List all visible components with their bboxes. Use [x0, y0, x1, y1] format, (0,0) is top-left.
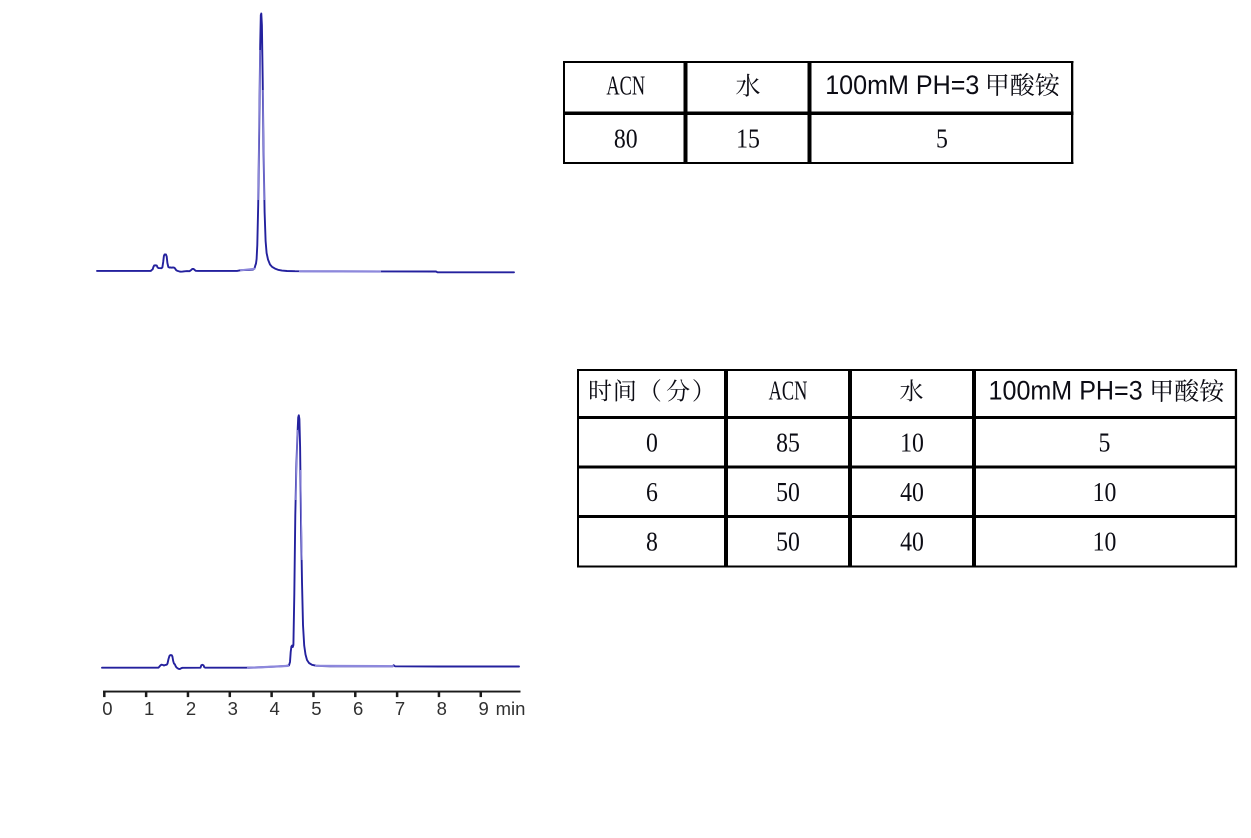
- svg-text:10: 10: [900, 427, 924, 458]
- svg-text:8: 8: [646, 526, 658, 557]
- svg-text:9: 9: [478, 698, 488, 719]
- svg-text:50: 50: [776, 526, 800, 557]
- svg-text:80: 80: [614, 123, 638, 154]
- svg-text:ACN: ACN: [606, 70, 645, 100]
- svg-text:4: 4: [269, 698, 279, 719]
- svg-text:10: 10: [1093, 477, 1117, 508]
- svg-text:ACN: ACN: [769, 375, 808, 405]
- svg-text:3: 3: [228, 698, 238, 719]
- svg-text:6: 6: [646, 477, 658, 508]
- svg-text:100mM PH=3: 100mM PH=3: [825, 69, 979, 100]
- svg-text:50: 50: [776, 477, 800, 508]
- svg-text:40: 40: [900, 526, 924, 557]
- svg-text:min: min: [496, 698, 526, 719]
- svg-text:8: 8: [437, 698, 447, 719]
- svg-text:5: 5: [311, 698, 321, 719]
- svg-text:40: 40: [900, 477, 924, 508]
- svg-text:5: 5: [936, 123, 948, 154]
- svg-text:15: 15: [736, 123, 760, 154]
- svg-text:0: 0: [646, 427, 658, 458]
- svg-text:5: 5: [1099, 427, 1111, 458]
- svg-text:1: 1: [144, 698, 154, 719]
- svg-text:2: 2: [186, 698, 196, 719]
- svg-text:7: 7: [395, 698, 405, 719]
- svg-text:85: 85: [776, 427, 800, 458]
- svg-text:0: 0: [102, 698, 112, 719]
- svg-text:10: 10: [1093, 526, 1117, 557]
- svg-text:6: 6: [353, 698, 363, 719]
- svg-text:100mM PH=3: 100mM PH=3: [989, 375, 1143, 406]
